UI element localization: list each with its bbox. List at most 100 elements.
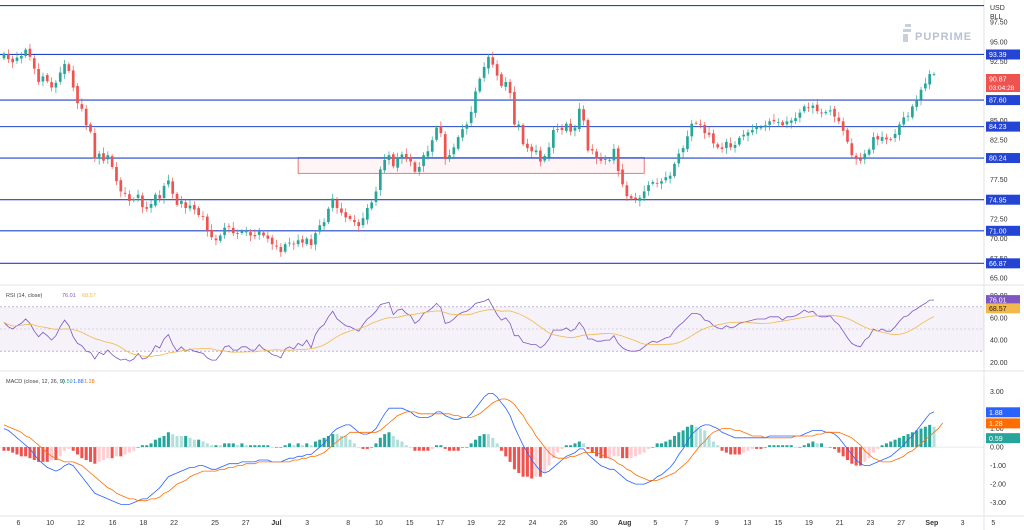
macd-histogram-bar bbox=[677, 432, 681, 448]
macd-histogram-bar bbox=[249, 445, 253, 448]
macd-histogram-bar bbox=[335, 434, 339, 448]
level-badges: 93.39 87.60 84.23 80.24 74.95 71.00 66.87 bbox=[986, 49, 1020, 269]
candle bbox=[911, 104, 914, 120]
candle bbox=[383, 154, 386, 174]
time-tick-label: 21 bbox=[836, 520, 844, 527]
macd-histogram-bar bbox=[629, 447, 633, 459]
macd-histogram-bar bbox=[192, 439, 196, 448]
macd-histogram-bar bbox=[101, 447, 106, 461]
macd-histogram-bar bbox=[858, 447, 862, 466]
candle bbox=[595, 148, 598, 165]
candle bbox=[80, 98, 84, 112]
macd-histogram-bar bbox=[703, 430, 707, 448]
macd-histogram-bar bbox=[820, 443, 824, 448]
macd-histogram-bar bbox=[184, 435, 188, 448]
macd-badge-bg bbox=[986, 418, 1020, 429]
macd-histogram-bar bbox=[76, 447, 80, 455]
level-badge-label: 84.23 bbox=[989, 124, 1007, 131]
macd-histogram-bar bbox=[504, 447, 508, 457]
macd-badge-bg bbox=[986, 407, 1020, 418]
time-tick-label: 27 bbox=[897, 520, 905, 527]
candle bbox=[651, 180, 655, 186]
candle bbox=[71, 65, 75, 92]
macd-histogram-bar bbox=[841, 447, 845, 457]
macd-histogram-bar bbox=[884, 443, 888, 448]
macd-histogram-bar bbox=[664, 441, 668, 448]
macd-histogram-bar bbox=[486, 434, 490, 448]
candle bbox=[141, 192, 144, 213]
candle bbox=[335, 197, 339, 214]
macd-histogram-bar bbox=[746, 447, 750, 451]
macd-histogram-bar bbox=[863, 447, 867, 462]
candle bbox=[136, 189, 140, 202]
candle bbox=[495, 60, 499, 81]
candle bbox=[223, 222, 226, 239]
macd-histogram-bar bbox=[599, 447, 603, 459]
time-tick-label: 30 bbox=[590, 520, 598, 527]
candle bbox=[854, 152, 858, 165]
macd-histogram-bar bbox=[621, 447, 625, 459]
macd-histogram-bar bbox=[690, 424, 694, 448]
candle bbox=[188, 199, 192, 212]
candle bbox=[63, 59, 66, 79]
macd-badges: 1.88 1.28 0.59 bbox=[986, 407, 1020, 444]
candle bbox=[422, 152, 425, 172]
candle bbox=[128, 190, 131, 206]
macd-histogram-bar bbox=[711, 441, 715, 448]
macd-histogram-bar bbox=[538, 447, 542, 477]
time-tick-label: 19 bbox=[467, 520, 475, 527]
macd-histogram-bar bbox=[6, 447, 10, 451]
time-tick-label: Aug bbox=[618, 520, 632, 527]
candle bbox=[227, 223, 231, 233]
candle bbox=[543, 154, 547, 163]
time-tick-label: Sep bbox=[925, 520, 938, 527]
candle bbox=[2, 51, 6, 61]
macd-histogram-bar bbox=[197, 439, 201, 448]
candle bbox=[517, 120, 521, 131]
macd-histogram-bar bbox=[525, 447, 529, 477]
candle bbox=[850, 138, 854, 160]
support-zone-box[interactable] bbox=[297, 157, 645, 174]
macd-histogram-bar bbox=[854, 447, 858, 466]
macd-histogram-bar bbox=[889, 441, 893, 448]
candle bbox=[621, 163, 624, 188]
macd-histogram-bar bbox=[175, 435, 179, 448]
candle bbox=[612, 144, 616, 165]
candle bbox=[357, 219, 361, 232]
macd-histogram-bar bbox=[153, 439, 157, 448]
candle bbox=[928, 70, 932, 90]
candle bbox=[500, 72, 503, 88]
candle bbox=[898, 121, 901, 141]
macd-histogram-bar bbox=[785, 445, 789, 448]
candle bbox=[932, 72, 936, 77]
macd-histogram-bar bbox=[750, 447, 754, 449]
time-tick-label: 3 bbox=[961, 520, 965, 527]
macd-histogram-bar bbox=[642, 447, 646, 453]
candle bbox=[785, 116, 789, 129]
macd-histogram-bar bbox=[651, 447, 655, 448]
macd-histogram-bar bbox=[292, 445, 296, 448]
candle bbox=[391, 152, 395, 169]
macd-histogram-bar bbox=[166, 432, 170, 448]
candle bbox=[478, 76, 482, 94]
time-tick-label: 10 bbox=[375, 520, 383, 527]
candle bbox=[590, 144, 594, 155]
support-zone[interactable] bbox=[297, 157, 645, 174]
macd-legend: MACD (close, 12, 26, 9) 0.59 1.88 1.28 bbox=[6, 379, 95, 385]
candle bbox=[309, 234, 313, 249]
candle bbox=[660, 178, 663, 190]
macd-histogram-bar bbox=[469, 443, 473, 448]
macd-histogram-bar bbox=[205, 443, 209, 448]
candle bbox=[93, 128, 97, 163]
candle bbox=[378, 166, 382, 196]
candle bbox=[474, 87, 477, 118]
candle bbox=[712, 129, 715, 149]
macd-histogram-bar bbox=[897, 437, 901, 448]
level-badge-bg bbox=[986, 194, 1020, 205]
macd-histogram-bar bbox=[97, 447, 101, 462]
candle bbox=[560, 123, 564, 135]
level-badge-bg bbox=[986, 153, 1020, 164]
time-axis[interactable]: 6 10 12 16 18 22 25 27 Jul 3 8 10 15 17 19 22 24 26 30 Aug 5… bbox=[16, 520, 995, 527]
macd-histogram-bar bbox=[309, 445, 313, 448]
